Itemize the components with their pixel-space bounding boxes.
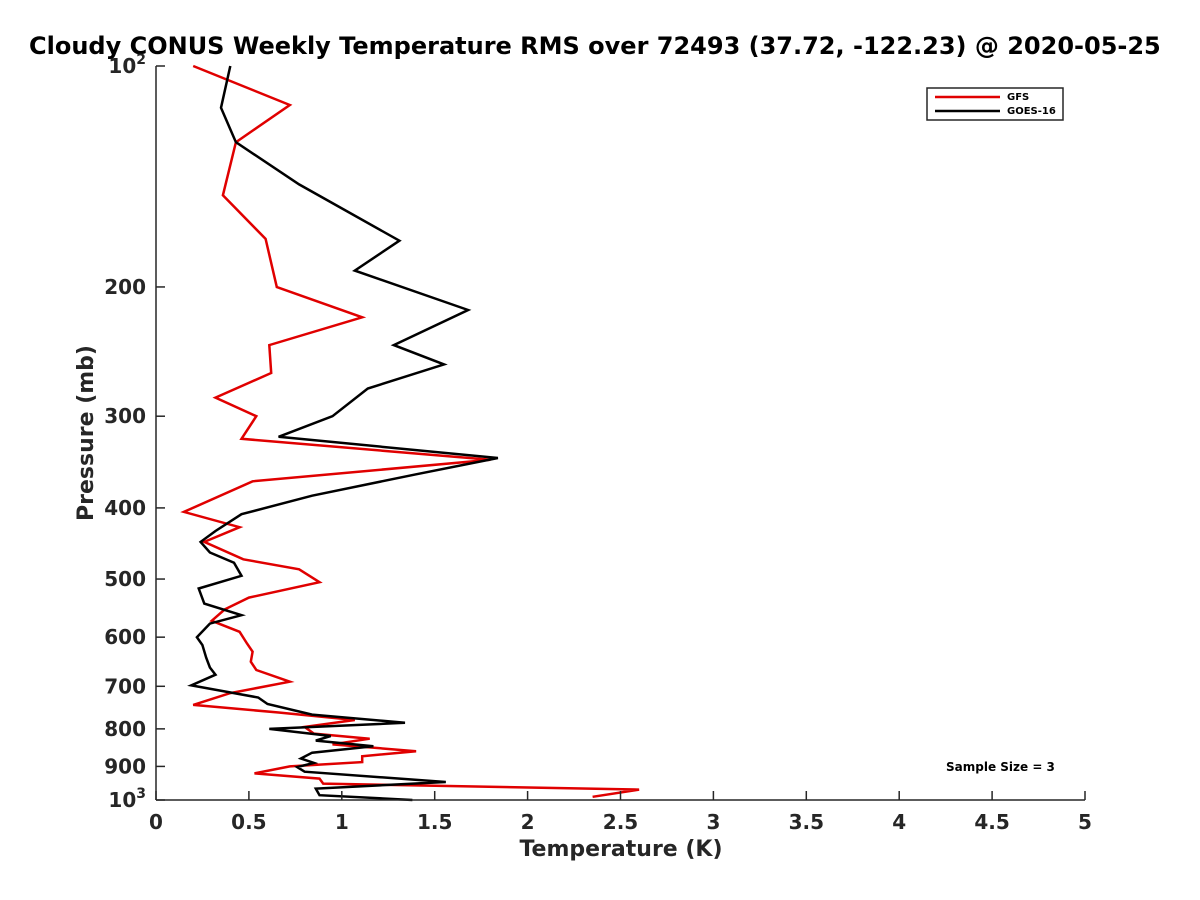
y-tick-label: 800 <box>104 717 146 741</box>
x-tick-label: 0.5 <box>231 810 266 834</box>
series-line-goes16 <box>187 65 499 802</box>
plot-area <box>180 64 640 802</box>
y-tick-label: 102 <box>108 52 146 78</box>
legend-box <box>926 87 1064 121</box>
series-line-gfs <box>180 64 640 799</box>
y-tick-label: 400 <box>104 496 146 520</box>
x-tick-label: 2 <box>521 810 535 834</box>
y-axis-label: Pressure (mb) <box>74 345 99 521</box>
sample-size-annotation: Sample Size = 3 <box>946 760 1055 774</box>
x-tick-label: 5 <box>1078 810 1092 834</box>
x-tick-label: 1.5 <box>417 810 452 834</box>
y-tick-label: 103 <box>108 786 146 812</box>
y-tick-label: 500 <box>104 567 146 591</box>
y-tick-label: 900 <box>104 754 146 778</box>
y-tick-label: 200 <box>104 275 146 299</box>
chart-title: Cloudy CONUS Weekly Temperature RMS over… <box>29 32 1161 60</box>
x-tick-label: 3.5 <box>789 810 824 834</box>
legend: GFS GOES-16 <box>926 87 1064 121</box>
y-tick-label: 600 <box>104 625 146 649</box>
x-tick-label: 4 <box>892 810 906 834</box>
x-tick-label: 2.5 <box>603 810 638 834</box>
y-tick-label: 300 <box>104 404 146 428</box>
legend-label-goes16: GOES-16 <box>1007 106 1056 117</box>
x-axis-label: Temperature (K) <box>519 837 722 862</box>
axes: 0 0.5 1 1.5 2 2.5 3 3.5 4 4.5 5 102 200 300 400 500 600 7… <box>104 52 1092 834</box>
x-tick-label: 0 <box>149 810 163 834</box>
x-tick-label: 3 <box>706 810 720 834</box>
legend-label-gfs: GFS <box>1007 92 1029 103</box>
y-tick-label: 700 <box>104 674 146 698</box>
x-tick-label: 1 <box>335 810 349 834</box>
x-tick-label: 4.5 <box>974 810 1009 834</box>
